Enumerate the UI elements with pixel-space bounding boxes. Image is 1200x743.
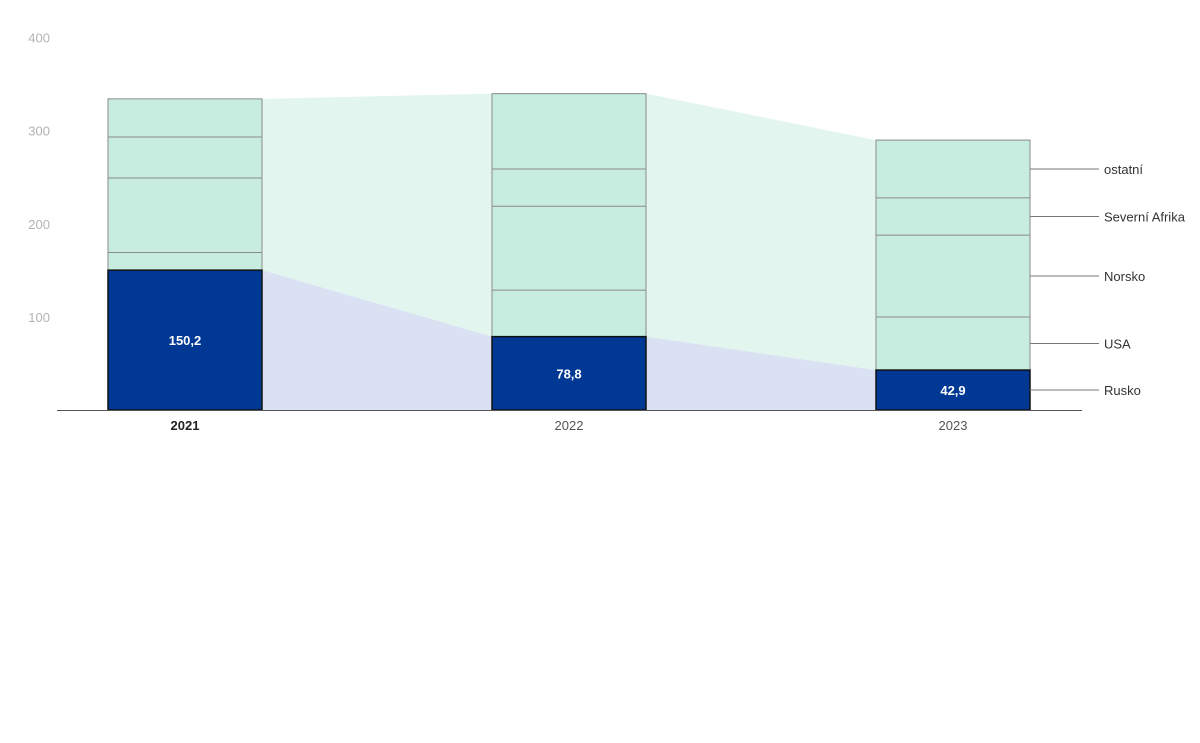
y-tick-300: 300	[28, 124, 50, 139]
legend-label-ostatní: ostatní	[1104, 162, 1143, 177]
y-tick-400: 400	[28, 31, 50, 46]
x-category-2022: 2022	[555, 418, 584, 433]
bars: 150,2 78,8 42,9	[107, 93, 1031, 411]
y-tick-200: 200	[28, 217, 50, 232]
legend-label-Severní Afrika: Severní Afrika	[1104, 209, 1186, 224]
connector-band-rusko	[646, 336, 876, 410]
legend-label-Norsko: Norsko	[1104, 269, 1145, 284]
connector-band-other	[646, 93, 876, 371]
x-axis-categories: 2021 2022 2023	[171, 418, 968, 433]
connector-band-rusko	[262, 270, 492, 410]
bar-rusko-2023	[875, 369, 1031, 411]
value-label-2022: 78,8	[556, 366, 581, 381]
x-category-2021: 2021	[171, 418, 200, 433]
y-axis-ticks: 100 200 300 400	[28, 31, 50, 325]
legend: Rusko USA Norsko Severní Afrika ostatní	[1030, 162, 1186, 398]
bar-rusko-2021	[107, 269, 263, 411]
legend-label-Rusko: Rusko	[1104, 383, 1141, 398]
connector-band-other	[262, 93, 492, 337]
bar-stack-2023	[875, 139, 1031, 371]
bar-rusko-2022	[491, 335, 647, 411]
value-label-2023: 42,9	[940, 383, 965, 398]
legend-label-USA: USA	[1104, 337, 1131, 352]
connector-bands	[262, 93, 876, 410]
bar-stack-2021	[107, 98, 263, 271]
x-category-2023: 2023	[939, 418, 968, 433]
y-tick-100: 100	[28, 310, 50, 325]
bar-stack-2022	[491, 93, 647, 338]
value-label-2021: 150,2	[169, 333, 202, 348]
